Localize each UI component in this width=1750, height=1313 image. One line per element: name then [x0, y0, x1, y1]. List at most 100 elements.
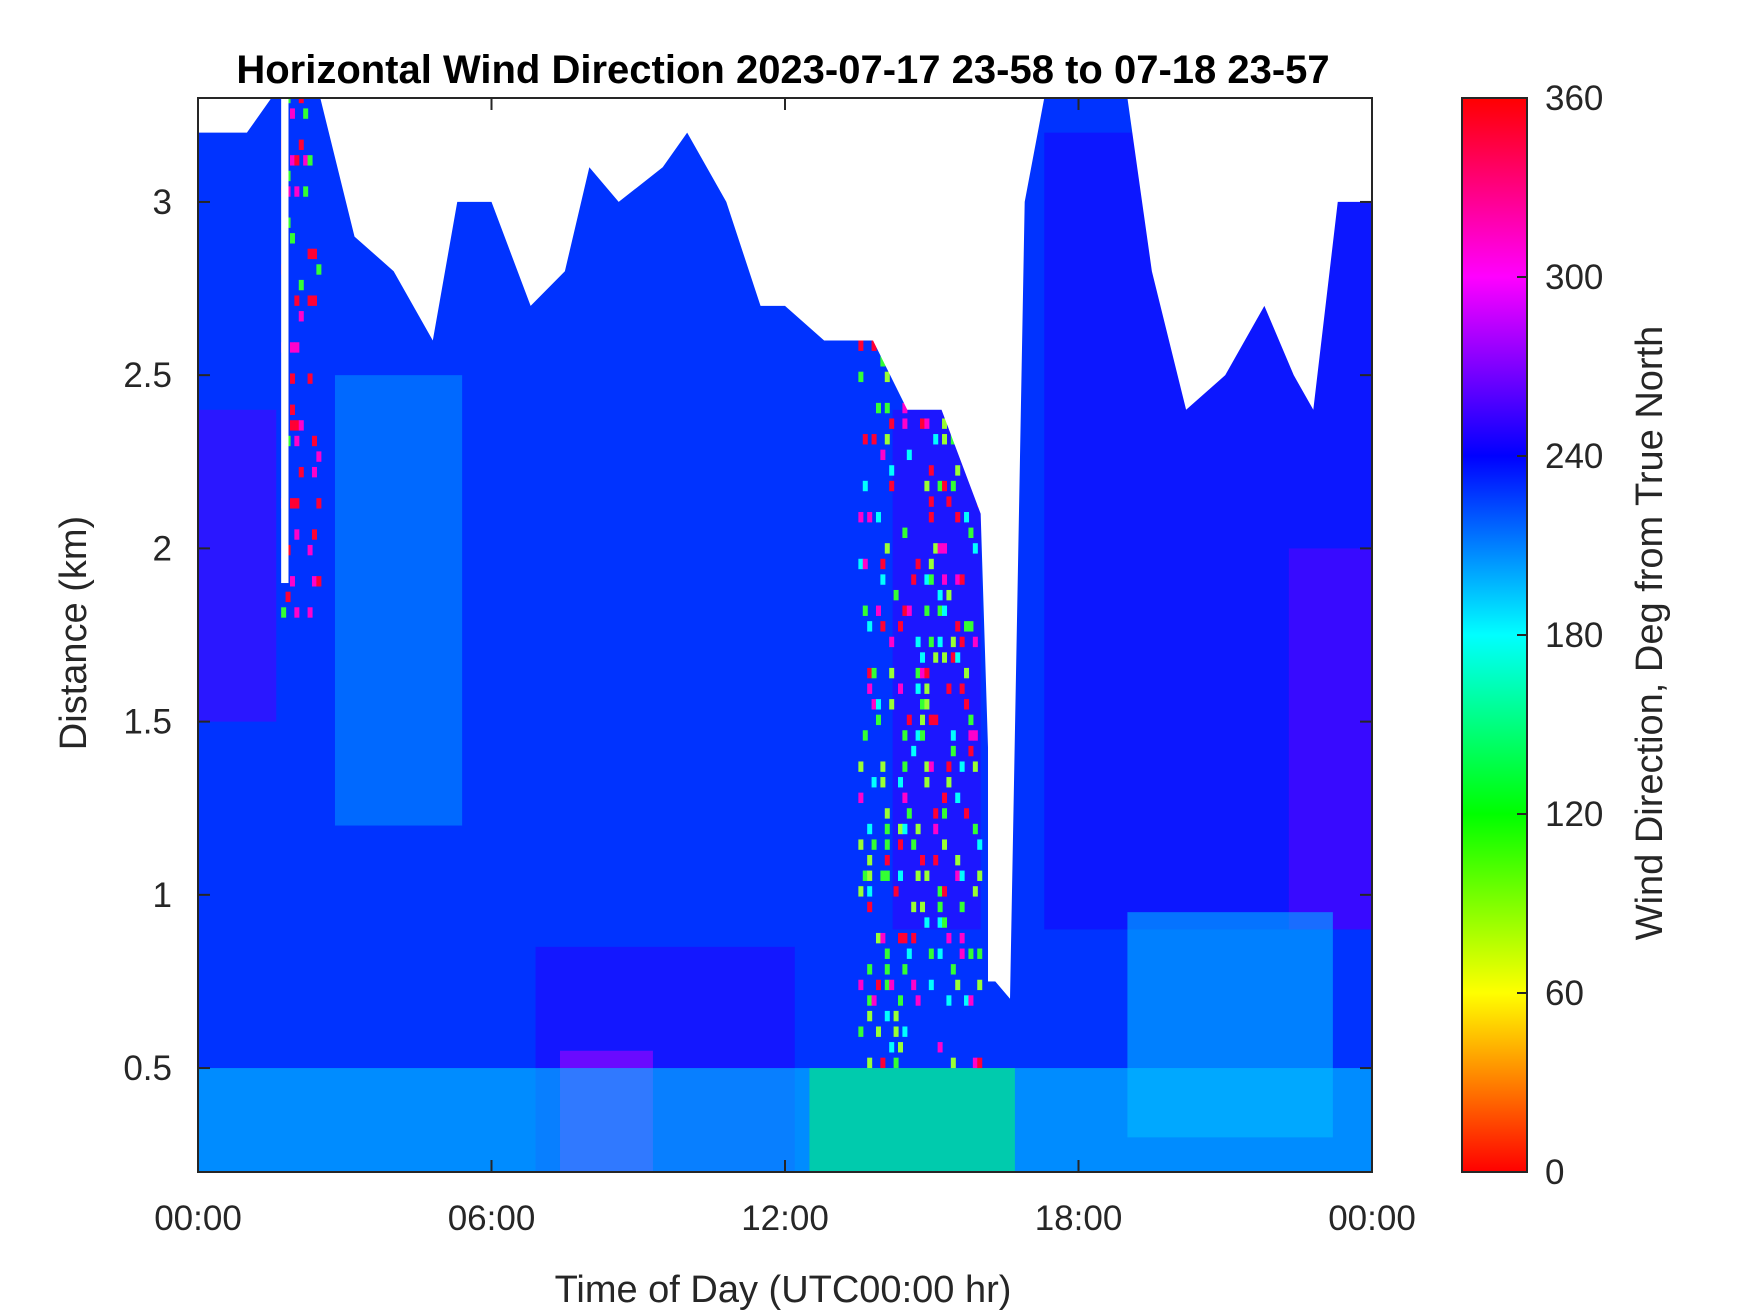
noisy-pixel: [880, 761, 886, 772]
noisy-pixel: [884, 371, 890, 383]
noisy-pixel: [897, 839, 903, 850]
noisy-pixel: [862, 434, 868, 445]
noisy-pixel: [915, 636, 921, 648]
noisy-pixel: [959, 636, 965, 648]
noisy-pixel: [915, 995, 921, 1006]
noisy-pixel: [316, 264, 322, 275]
noisy-pixel: [884, 948, 890, 959]
noisy-pixel: [955, 621, 961, 632]
noisy-pixel: [933, 714, 939, 726]
noisy-pixel: [968, 527, 974, 538]
noisy-pixel: [307, 155, 313, 166]
noisy-pixel: [942, 543, 948, 554]
noisy-pixel: [933, 652, 939, 663]
noisy-pixel: [867, 1010, 873, 1022]
noisy-pixel: [959, 932, 965, 944]
noisy-pixel: [924, 761, 930, 772]
noisy-pixel: [307, 544, 313, 556]
noisy-pixel: [964, 995, 970, 1006]
noisy-pixel: [955, 792, 961, 804]
noisy-pixel: [972, 761, 978, 772]
noisy-pixel: [889, 699, 895, 710]
y-tick-label: 1.5: [123, 703, 172, 742]
plot-area: [198, 98, 1372, 1172]
noisy-pixel: [955, 652, 961, 663]
noisy-pixel: [889, 418, 895, 429]
noisy-pixel: [924, 870, 930, 881]
x-tick-label: 00:00: [1328, 1199, 1416, 1238]
chart-title: Horizontal Wind Direction 2023-07-17 23-…: [236, 48, 1329, 92]
noisy-pixel: [884, 964, 890, 975]
noisy-pixel: [902, 527, 908, 538]
noisy-pixel: [950, 745, 956, 757]
direction-region: [334, 375, 463, 826]
colorbar-tick-label: 60: [1545, 974, 1584, 1013]
noisy-pixel: [942, 480, 948, 492]
noisy-pixel: [307, 373, 313, 384]
x-tick-label: 06:00: [448, 1199, 536, 1238]
noisy-pixel: [897, 870, 903, 881]
noisy-pixel: [884, 434, 890, 445]
x-tick-label: 12:00: [741, 1199, 829, 1238]
noisy-pixel: [307, 295, 313, 306]
noisy-pixel: [959, 948, 965, 959]
noisy-pixel: [924, 418, 930, 429]
noisy-pixel: [862, 870, 868, 881]
noisy-pixel: [889, 1042, 895, 1053]
noisy-pixel: [928, 558, 934, 570]
noisy-pixel: [946, 683, 952, 694]
noisy-pixel: [906, 948, 912, 959]
noisy-pixel: [858, 558, 864, 570]
noisy-pixel: [289, 420, 295, 431]
noisy-pixel: [928, 948, 934, 959]
noisy-pixel: [294, 295, 300, 306]
x-tick-label: 18:00: [1035, 1199, 1123, 1238]
noisy-pixel: [303, 155, 309, 166]
noisy-pixel: [893, 1010, 899, 1022]
noisy-pixel: [289, 373, 295, 384]
noisy-pixel: [875, 512, 881, 523]
noisy-pixel: [955, 854, 961, 866]
noisy-pixel: [937, 480, 943, 492]
noisy-pixel: [933, 808, 939, 819]
noisy-pixel: [946, 496, 952, 507]
noisy-pixel: [294, 342, 300, 353]
noisy-pixel: [902, 823, 908, 835]
noisy-pixel: [902, 1026, 908, 1037]
noisy-pixel: [289, 155, 295, 166]
noisy-pixel: [950, 636, 956, 648]
noisy-pixel: [911, 745, 917, 757]
noisy-pixel: [298, 420, 304, 431]
noisy-pixel: [972, 823, 978, 835]
noisy-pixel: [937, 886, 943, 897]
noisy-pixel: [867, 683, 873, 694]
noisy-pixel: [884, 402, 890, 414]
noisy-pixel: [893, 1026, 899, 1037]
noisy-pixel: [920, 714, 926, 726]
noisy-pixel: [884, 808, 890, 819]
noisy-pixel: [289, 342, 295, 353]
noisy-pixel: [906, 605, 912, 616]
noisy-pixel: [294, 529, 300, 540]
noisy-pixel: [316, 451, 322, 462]
noisy-pixel: [924, 605, 930, 616]
noisy-pixel: [959, 901, 965, 913]
noisy-pixel: [920, 667, 926, 679]
noisy-pixel: [884, 543, 890, 554]
direction-region: [809, 1068, 1015, 1172]
noisy-pixel: [884, 1010, 890, 1022]
noisy-pixel: [972, 1057, 978, 1069]
noisy-pixel: [311, 466, 317, 478]
noisy-pixel: [875, 699, 881, 710]
y-axis: 0.5 1 1.5 2 2.5 3: [123, 183, 1372, 1088]
noisy-pixel: [871, 699, 877, 710]
noisy-pixel: [858, 340, 864, 351]
noisy-pixel: [867, 823, 873, 835]
noisy-pixel: [294, 435, 300, 447]
noisy-pixel: [911, 839, 917, 850]
noisy-pixel: [884, 854, 890, 866]
noisy-pixel: [289, 108, 295, 119]
noisy-pixel: [955, 512, 961, 523]
noisy-pixel: [880, 449, 886, 461]
noisy-pixel: [298, 466, 304, 478]
